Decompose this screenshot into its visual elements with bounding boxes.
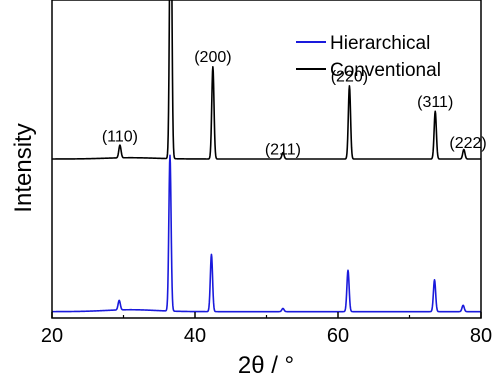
series-line-hierarchical — [52, 154, 481, 313]
peak-label: (211) — [265, 142, 301, 159]
peak-label: (311) — [417, 94, 453, 111]
x-tick-label: 80 — [470, 325, 492, 347]
peak-label: (110) — [102, 129, 138, 146]
legend-label-conventional: Conventional — [330, 60, 441, 81]
x-tick-label: 40 — [184, 325, 206, 347]
legend: Hierarchical Conventional — [296, 33, 441, 81]
peak-label: (220) — [331, 68, 368, 85]
peak-label: (222) — [449, 135, 486, 152]
series-line-conventional — [52, 0, 481, 160]
x-tick-label: 20 — [41, 325, 63, 347]
x-tick-label: 60 — [327, 325, 349, 347]
x-axis-label: 2θ / ° — [238, 352, 294, 379]
peak-label: (200) — [194, 49, 231, 66]
y-axis-label: Intensity — [10, 123, 37, 212]
legend-label-hierarchical: Hierarchical — [330, 33, 430, 54]
